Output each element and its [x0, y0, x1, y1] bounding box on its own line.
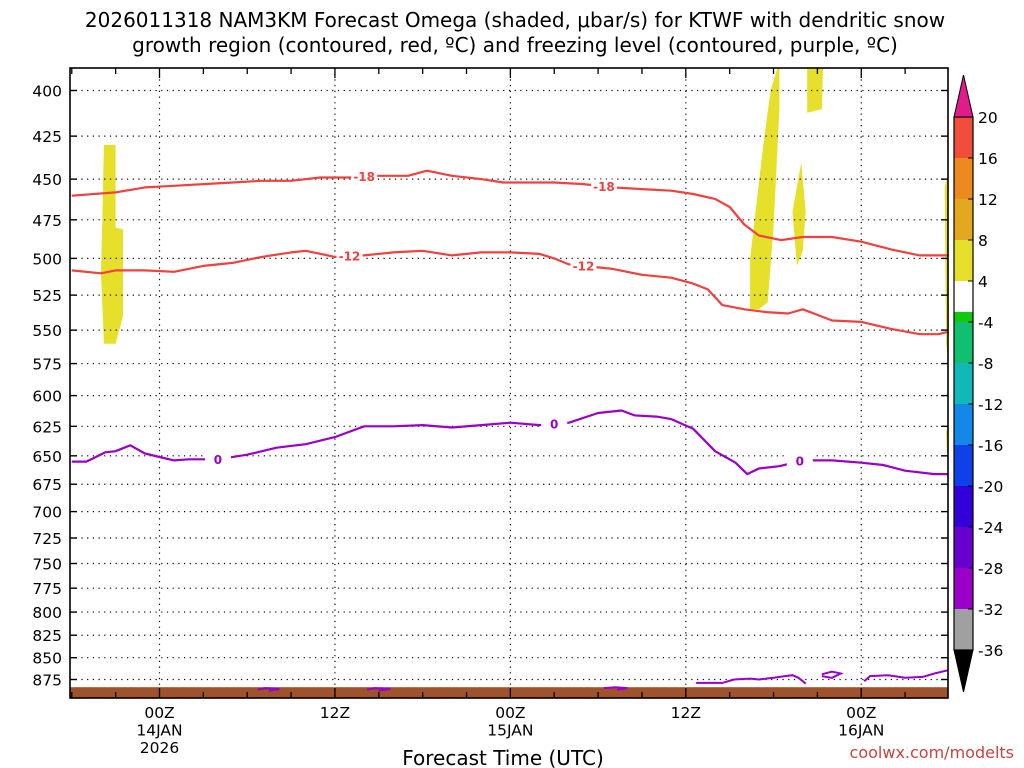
y-tick-label: 550: [32, 322, 62, 340]
contour-label-background: [204, 452, 231, 467]
contour-label-background: [541, 416, 568, 431]
contour-label-background: [351, 169, 378, 184]
y-tick-label: 675: [32, 476, 62, 494]
colorbar-bin: [954, 158, 973, 199]
x-tick-label: 2026: [140, 739, 179, 757]
colorbar-label: -8: [978, 355, 993, 373]
freezing-level-fragment: [696, 674, 807, 685]
plot-inner: -18 -18 -12 -12 0 0 0: [70, 68, 948, 698]
x-tick-label: 00Z: [144, 704, 174, 722]
chart-title-line1: 2026011318 NAM3KM Forecast Omega (shaded…: [85, 8, 945, 32]
colorbar-bin: [954, 609, 973, 650]
colorbar-label: 4: [978, 273, 988, 291]
x-axis-label: Forecast Time (UTC): [402, 746, 604, 768]
colorbar-label: 12: [978, 191, 998, 209]
omega-shaded-region: [101, 144, 123, 344]
colorbar-bin: [954, 486, 973, 527]
contour-label-background: [590, 179, 617, 194]
colorbar-bin: [954, 322, 973, 363]
colorbar-bin: [954, 527, 973, 568]
omega-shaded-region: [807, 68, 824, 113]
contour-label: 0: [550, 417, 558, 431]
contour-label: 0: [214, 453, 222, 467]
y-tick-label: 750: [32, 556, 62, 574]
y-tick-label: 775: [32, 580, 62, 598]
colorbar-bin: [954, 363, 973, 404]
y-tick-label: 600: [32, 388, 62, 406]
colorbar-label: -24: [978, 519, 1003, 537]
colorbar-label: -20: [978, 478, 1003, 496]
colorbar-label: 8: [978, 232, 988, 250]
y-tick-label: 400: [32, 83, 62, 101]
colorbar-bin: [954, 311, 973, 322]
colorbar-bin: [954, 281, 973, 312]
y-tick-label: 800: [32, 604, 62, 622]
contour-label-background: [786, 454, 813, 469]
x-tick-label: 14JAN: [136, 722, 182, 740]
y-tick-label: 825: [32, 627, 62, 645]
colorbar-bin: [954, 404, 973, 445]
y-tick-label: 725: [32, 530, 62, 548]
omega-shaded-region: [750, 68, 780, 310]
chart-title-line2: growth region (contoured, red, ºC) and f…: [132, 33, 898, 57]
freezing-level-fragment: [366, 687, 391, 692]
colorbar: 20 16 12 8 4 -4 -8 -12 -16 -20 -24 -28 -32 -36: [953, 74, 1003, 693]
x-tick-label: 16JAN: [838, 722, 884, 740]
y-tick-label: 475: [32, 212, 62, 230]
contour-label: -12: [339, 250, 361, 264]
contour-label-background: [570, 258, 597, 273]
contour-label-background: [336, 249, 363, 264]
y-tick-label: 875: [32, 672, 62, 690]
contour-label: -18: [593, 180, 615, 194]
colorbar-label: -36: [978, 642, 1003, 660]
x-tick-label: 15JAN: [487, 722, 533, 740]
colorbar-label: -32: [978, 601, 1003, 619]
y-tick-label: 850: [32, 650, 62, 668]
plot-frame: [69, 67, 949, 699]
contour-line--18: [71, 169, 948, 257]
contour-label: -12: [573, 259, 595, 273]
colorbar-label: -12: [978, 396, 1003, 414]
colorbar-label: -28: [978, 560, 1003, 578]
terrain-strip: [70, 687, 948, 698]
y-tick-label: 450: [32, 171, 62, 189]
colorbar-bin: [954, 240, 973, 281]
colorbar-bin: [954, 445, 973, 486]
colorbar-label: -4: [978, 314, 993, 332]
contour-label: -18: [353, 170, 375, 184]
freezing-level-fragment: [863, 669, 948, 682]
y-tick-label: 650: [32, 448, 62, 466]
contour-line--12: [71, 249, 948, 336]
colorbar-bottom-arrow: [953, 649, 974, 693]
colorbar-top-arrow: [953, 74, 974, 118]
y-axis: 400 425 450 475 500 525 550 575 600 625 650 675 700 7…: [32, 83, 948, 690]
y-tick-label: 625: [32, 418, 62, 436]
y-tick-label: 425: [32, 128, 62, 146]
y-tick-label: 525: [32, 287, 62, 305]
x-tick-label: 12Z: [320, 704, 350, 722]
x-tick-label: 12Z: [671, 704, 701, 722]
colorbar-bin: [954, 568, 973, 609]
y-tick-label: 500: [32, 250, 62, 268]
colorbar-bin: [954, 117, 973, 158]
colorbar-bin: [954, 199, 973, 240]
freezing-level-fragment: [257, 687, 280, 692]
colorbar-label: 20: [978, 109, 998, 127]
contour-line-0: [71, 409, 948, 476]
y-tick-label: 575: [32, 356, 62, 374]
freezing-level-fragment: [603, 686, 628, 691]
colorbar-label: 16: [978, 150, 998, 168]
freezing-level-fragment: [821, 670, 844, 679]
contour-label: 0: [796, 455, 804, 469]
credit-text: coolwx.com/modelts: [850, 743, 1014, 762]
colorbar-label: -16: [978, 437, 1003, 455]
x-tick-label: 00Z: [495, 704, 525, 722]
omega-shaded-region: [792, 162, 806, 266]
plot-area: -18 -18 -12 -12 0 0 0: [69, 67, 949, 699]
x-tick-label: 00Z: [846, 704, 876, 722]
y-tick-label: 700: [32, 504, 62, 522]
